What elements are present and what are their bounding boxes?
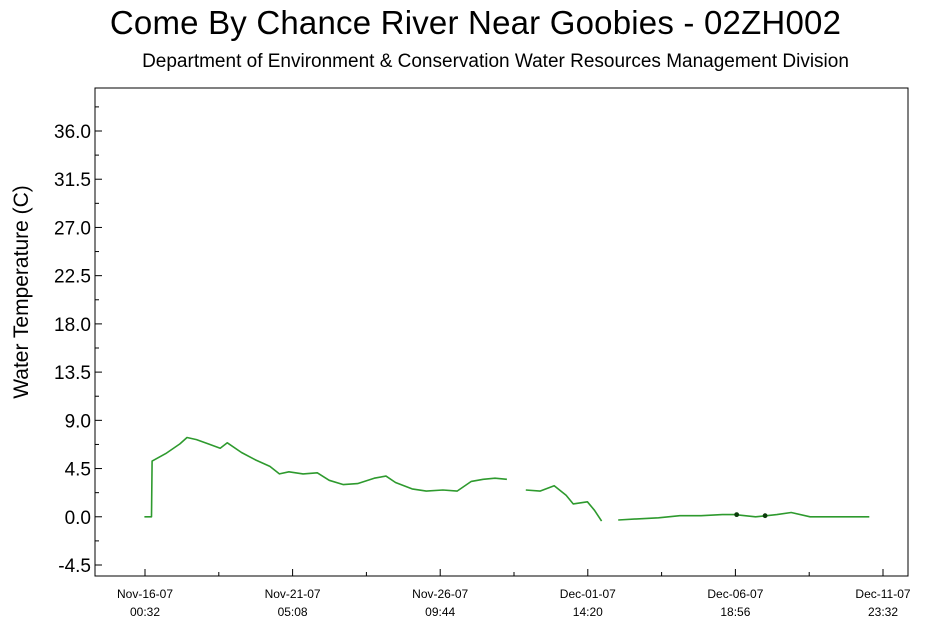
series-lines [144, 436, 870, 522]
data-point-marker [762, 513, 768, 519]
y-tick-label: -4.5 [58, 556, 91, 577]
y-tick-label: 0.0 [65, 508, 91, 529]
x-tick-label-date: Dec-11-07 [855, 587, 910, 601]
x-tick-label-date: Dec-06-07 [707, 587, 763, 601]
y-tick-label: 4.5 [65, 460, 91, 481]
x-tick-label-time: 18:56 [720, 605, 750, 619]
x-tick-label-date: Nov-26-07 [412, 587, 468, 601]
y-tick-label: 27.0 [54, 218, 91, 239]
plot-area-frame [94, 87, 909, 577]
x-tick-label-date: Dec-01-07 [560, 587, 616, 601]
series-line-segment [525, 484, 603, 522]
x-tick-label-time: 00:32 [130, 605, 160, 619]
series-line-segment [618, 511, 870, 521]
series-line-segment [144, 436, 507, 518]
x-axis-ticks: Nov-16-07 00:32 Nov-21-07 05:08 Nov-26-07 09:… [117, 569, 911, 619]
y-tick-label: 9.0 [65, 411, 91, 432]
y-tick-label: 31.5 [54, 170, 91, 191]
y-axis-title: Water Temperature (C) [10, 185, 33, 399]
x-tick-label-time: 09:44 [425, 605, 455, 619]
x-tick-label-time: 14:20 [573, 605, 603, 619]
chart-subtitle: Department of Environment & Conservation… [142, 51, 849, 72]
y-tick-label: 13.5 [54, 363, 91, 384]
chart-title: Come By Chance River Near Goobies - 02ZH… [109, 4, 842, 41]
x-tick-label-time: 05:08 [278, 605, 308, 619]
data-point-marker [734, 512, 740, 518]
y-tick-label: 22.5 [54, 267, 91, 288]
y-axis-ticks: -4.5 0.0 4.5 9.0 13.5 18.0 22.5 27.0 31.5 36.0 [54, 106, 102, 577]
y-tick-label: 36.0 [54, 122, 91, 143]
x-tick-label-date: Nov-16-07 [117, 587, 173, 601]
x-tick-label-time: 23:32 [868, 605, 898, 619]
y-tick-label: 18.0 [54, 315, 91, 336]
x-tick-label-date: Nov-21-07 [265, 587, 321, 601]
